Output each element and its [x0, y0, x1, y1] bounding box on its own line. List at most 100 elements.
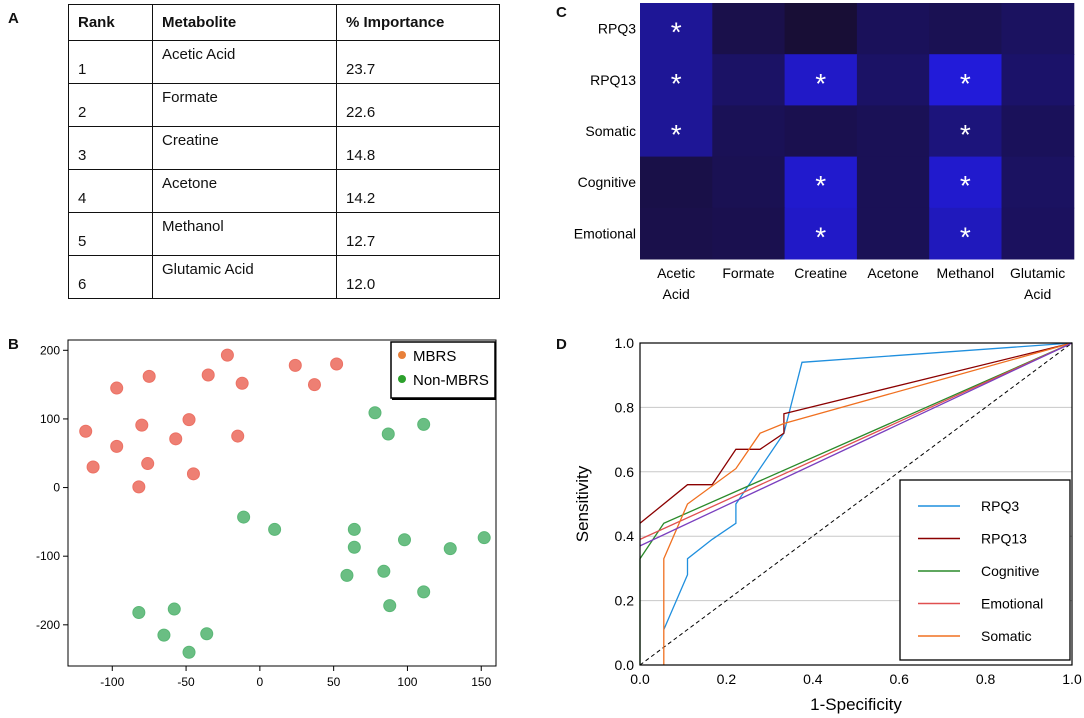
- rank-cell: 5: [68, 212, 153, 256]
- importance-cell: 22.6: [336, 83, 500, 127]
- heatmap-cell: [712, 207, 786, 260]
- y-tick-label: 0.6: [615, 464, 635, 480]
- heatmap-column-label: Glutamic: [1010, 265, 1065, 281]
- heatmap-cell: [929, 54, 1002, 106]
- panel-label-d: D: [556, 336, 567, 353]
- rank-cell: 2: [68, 83, 153, 127]
- scatter-point-mbrs: [330, 357, 344, 371]
- rank-cell: 3: [68, 126, 153, 170]
- roc-line-emotional: [639, 342, 1073, 540]
- plot-frame: [639, 342, 1073, 666]
- tsne-scatter-chart: -100 -50 0 50 100 150 -200 -100 0 100 200 MBRS Non-M…: [36, 339, 497, 689]
- heatmap-row-label: RPQ3: [598, 21, 636, 37]
- heatmap-row-label: RPQ13: [590, 72, 636, 88]
- table-row: 3 Creatine 14.8: [68, 126, 500, 170]
- heatmap-row-label: Cognitive: [578, 174, 637, 190]
- metabolite-cell: Formate: [152, 83, 337, 127]
- importance-cell: 14.2: [336, 169, 500, 213]
- scatter-point-non-mbrs: [417, 417, 431, 431]
- roc-line-rpq3: [663, 342, 1073, 630]
- legend-label: Emotional: [981, 596, 1043, 612]
- metabolite-cell: Creatine: [152, 126, 337, 170]
- y-tick-label: -100: [36, 549, 60, 563]
- significance-marker: *: [960, 170, 971, 201]
- x-tick-label: 0: [257, 675, 264, 689]
- scatter-point-non-mbrs: [477, 531, 491, 545]
- scatter-point-mbrs: [186, 467, 200, 481]
- y-tick-label: 0.8: [615, 399, 635, 415]
- heatmap-cell: [640, 105, 713, 158]
- y-tick-label: 0: [53, 481, 60, 495]
- correlation-heatmap: * * * * * * * * * * RPQ3 RPQ13 Somatic Cognitive Emoti…: [574, 3, 1075, 302]
- roc-line-unlabeled: [639, 342, 1073, 547]
- y-axis-label: Sensitivity: [573, 465, 592, 542]
- table-row: 2 Formate 22.6: [68, 83, 500, 127]
- scatter-point-mbrs: [201, 368, 215, 382]
- legend-label: RPQ3: [981, 498, 1019, 514]
- header-metabolite: Metabolite: [152, 4, 337, 41]
- metabolite-cell: Methanol: [152, 212, 337, 256]
- scatter-point-non-mbrs: [381, 427, 395, 441]
- heatmap-cell: [856, 54, 930, 106]
- x-tick-label: 0.0: [630, 671, 650, 687]
- metabolite-cell: Acetone: [152, 169, 337, 213]
- panel-label-c: C: [556, 4, 567, 21]
- table-row: 1 Acetic Acid 23.7: [68, 40, 500, 84]
- legend-marker: [398, 351, 406, 359]
- scatter-point-non-mbrs: [377, 564, 391, 578]
- heatmap-cell: [712, 54, 786, 106]
- importance-cell: 12.7: [336, 212, 500, 256]
- scatter-point-non-mbrs: [157, 628, 171, 642]
- header-rank: Rank: [68, 4, 153, 41]
- heatmap-cell: [784, 156, 858, 209]
- table-row: 6 Glutamic Acid 12.0: [68, 255, 500, 299]
- scatter-point-mbrs: [141, 457, 155, 471]
- roc-line-rpq13: [639, 342, 1073, 524]
- y-tick-label: 200: [40, 343, 60, 357]
- header-importance: % Importance: [336, 4, 500, 41]
- significance-marker: *: [671, 17, 682, 48]
- scatter-point-non-mbrs: [167, 602, 181, 616]
- significance-marker: *: [671, 119, 682, 150]
- legend-marker: [398, 375, 406, 383]
- importance-cell: 14.8: [336, 126, 500, 170]
- panel-label-a: A: [8, 10, 19, 27]
- importance-table: Rank Metabolite % Importance 1 Acetic Ac…: [68, 4, 500, 299]
- scatter-point-mbrs: [288, 358, 302, 372]
- legend-label: Cognitive: [981, 563, 1040, 579]
- heatmap-column-label: Acetone: [867, 265, 919, 281]
- x-tick-label: 50: [327, 675, 341, 689]
- scatter-point-non-mbrs: [182, 645, 196, 659]
- x-tick-label: 1.0: [1062, 671, 1082, 687]
- table-row: 4 Acetone 14.2: [68, 169, 500, 213]
- scatter-point-mbrs: [110, 439, 124, 453]
- heatmap-row-label: Emotional: [574, 225, 636, 241]
- heatmap-cell: [929, 3, 1002, 55]
- significance-marker: *: [960, 68, 971, 99]
- significance-marker: *: [815, 68, 826, 99]
- x-tick-label: -50: [177, 675, 195, 689]
- legend-label: Non-MBRS: [413, 372, 489, 389]
- scatter-point-mbrs: [142, 369, 156, 383]
- scatter-point-non-mbrs: [268, 522, 282, 536]
- scatter-point-mbrs: [132, 480, 146, 494]
- scatter-point-non-mbrs: [397, 533, 411, 547]
- heatmap-cell: [784, 3, 858, 55]
- x-tick-label: 0.2: [717, 671, 737, 687]
- scatter-point-mbrs: [79, 424, 93, 438]
- y-tick-label: 100: [40, 412, 60, 426]
- heatmap-column-label: Formate: [722, 265, 774, 281]
- heatmap-cell: [640, 54, 713, 106]
- legend-label: MBRS: [413, 348, 456, 365]
- heatmap-cell: [1001, 207, 1075, 260]
- legend-label: RPQ13: [981, 531, 1027, 547]
- heatmap-cell: [1001, 54, 1075, 106]
- heatmap-column-label: Acid: [663, 286, 690, 302]
- x-tick-label: 100: [397, 675, 417, 689]
- heatmap-cell: [929, 156, 1002, 209]
- scatter-point-mbrs: [220, 348, 234, 362]
- chance-line: [639, 342, 1073, 666]
- importance-cell: 12.0: [336, 255, 500, 299]
- x-axis-label: 1-Specificity: [810, 695, 902, 714]
- scatter-point-mbrs: [110, 381, 124, 395]
